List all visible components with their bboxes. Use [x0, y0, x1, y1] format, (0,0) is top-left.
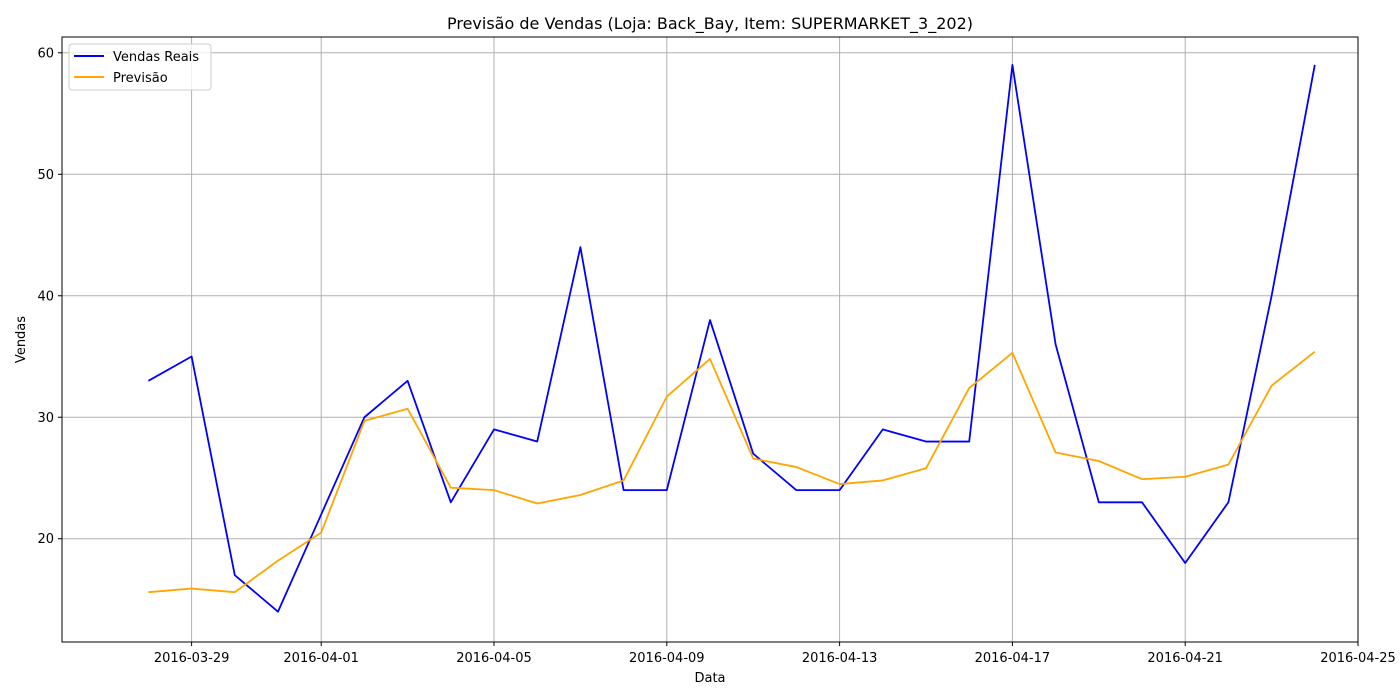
series-line-vendas-reais [147, 64, 1316, 613]
chart-title: Previsão de Vendas (Loja: Back_Bay, Item… [447, 14, 973, 34]
x-tick-label: 2016-04-05 [456, 651, 532, 666]
series-lines [147, 64, 1316, 613]
series-line-previsao [148, 350, 1316, 594]
y-axis-label: Vendas [14, 316, 29, 363]
y-tick-label: 40 [37, 289, 54, 304]
legend-box [68, 43, 212, 91]
legend: Vendas Reais Previsão [68, 43, 212, 91]
x-tick-label: 2016-04-21 [1147, 651, 1223, 666]
x-tick-label: 2016-03-29 [154, 651, 230, 666]
legend-label-vendas-reais: Vendas Reais [113, 50, 199, 65]
plot-frame [61, 36, 1359, 643]
y-tick-label: 60 [37, 46, 54, 61]
x-tick-label: 2016-04-13 [802, 651, 878, 666]
grid [62, 37, 1359, 642]
legend-label-previsao: Previsão [113, 71, 168, 86]
x-tick-label: 2016-04-01 [283, 651, 359, 666]
y-tick-label: 50 [37, 168, 54, 183]
y-tick-label: 20 [37, 532, 54, 547]
axis-ticks: 2016-03-29 2016-04-01 2016-04-05 2016-04-09… [37, 46, 1395, 666]
x-tick-label: 2016-04-17 [975, 651, 1051, 666]
x-tick-label: 2016-04-25 [1320, 651, 1396, 666]
x-axis-label: Data [694, 671, 725, 686]
x-tick-label: 2016-04-09 [629, 651, 705, 666]
y-tick-label: 30 [37, 411, 54, 426]
